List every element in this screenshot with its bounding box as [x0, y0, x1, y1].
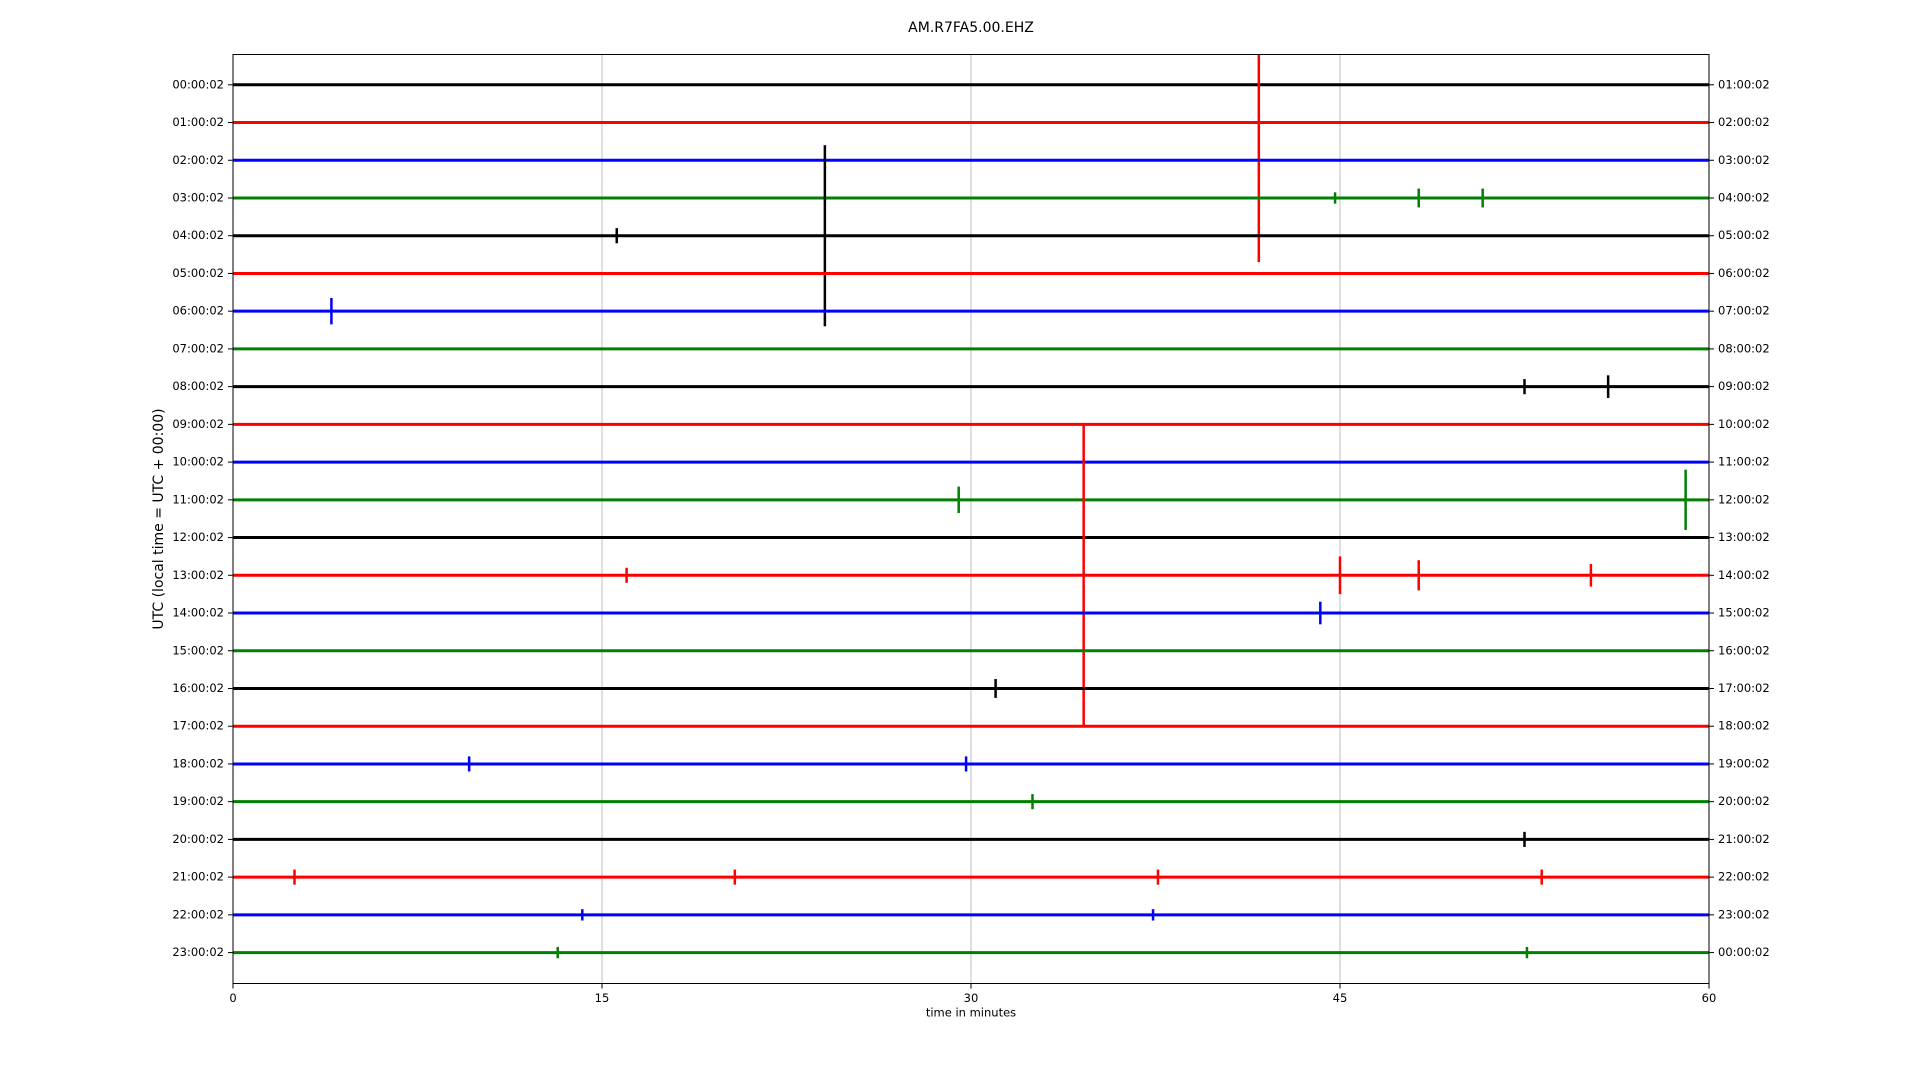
y-tick-label: 16:00:02	[172, 681, 224, 695]
x-tick-label: 60	[1702, 991, 1717, 1005]
y-tick-label: 04:00:02	[172, 228, 224, 242]
y-axis-label: UTC (local time = UTC + 00:00)	[151, 408, 167, 629]
y-tick-label: 21:00:02	[172, 870, 224, 884]
y-tick-label-right: 23:00:02	[1718, 907, 1770, 921]
y-tick-label-right: 10:00:02	[1718, 417, 1770, 431]
y-tick-label-right: 05:00:02	[1718, 228, 1770, 242]
y-tick-label: 00:00:02	[172, 77, 224, 91]
y-tick-label-right: 02:00:02	[1718, 115, 1770, 129]
chart-title: AM.R7FA5.00.EHZ	[908, 20, 1034, 36]
y-tick-label: 23:00:02	[172, 945, 224, 959]
y-tick-label-right: 13:00:02	[1718, 530, 1770, 544]
y-tick-label-right: 01:00:02	[1718, 77, 1770, 91]
y-tick-label: 07:00:02	[172, 341, 224, 355]
y-tick-label-right: 03:00:02	[1718, 153, 1770, 167]
y-tick-label-right: 07:00:02	[1718, 304, 1770, 318]
x-tick-label: 0	[229, 991, 236, 1005]
traces	[233, 54, 1709, 959]
y-tick-label-right: 12:00:02	[1718, 492, 1770, 506]
y-tick-label-right: 22:00:02	[1718, 870, 1770, 884]
x-axis-label: time in minutes	[926, 1006, 1016, 1020]
y-tick-label: 19:00:02	[172, 794, 224, 808]
grid	[601, 54, 1341, 984]
y-tick-label: 05:00:02	[172, 266, 224, 280]
y-tick-label: 01:00:02	[172, 115, 224, 129]
y-tick-label: 15:00:02	[172, 643, 224, 657]
y-tick-label: 12:00:02	[172, 530, 224, 544]
y-tick-label-right: 18:00:02	[1718, 719, 1770, 733]
y-tick-label: 02:00:02	[172, 153, 224, 167]
y-tick-label: 09:00:02	[172, 417, 224, 431]
y-tick-label-right: 15:00:02	[1718, 606, 1770, 620]
y-tick-label: 20:00:02	[172, 832, 224, 846]
y-tick-label: 22:00:02	[172, 907, 224, 921]
y-tick-label: 13:00:02	[172, 568, 224, 582]
y-tick-label: 03:00:02	[172, 190, 224, 204]
x-tick-label: 45	[1333, 991, 1348, 1005]
y-tick-label: 11:00:02	[172, 492, 224, 506]
y-tick-label-right: 08:00:02	[1718, 341, 1770, 355]
y-tick-label: 14:00:02	[172, 606, 224, 620]
y-tick-label-right: 16:00:02	[1718, 643, 1770, 657]
y-tick-label: 06:00:02	[172, 304, 224, 318]
y-tick-label-right: 21:00:02	[1718, 832, 1770, 846]
y-tick-label: 08:00:02	[172, 379, 224, 393]
y-tick-label-right: 06:00:02	[1718, 266, 1770, 280]
y-tick-label-right: 17:00:02	[1718, 681, 1770, 695]
y-tick-label-right: 00:00:02	[1718, 945, 1770, 959]
y-tick-label: 17:00:02	[172, 719, 224, 733]
y-tick-label-right: 19:00:02	[1718, 756, 1770, 770]
y-tick-label-right: 11:00:02	[1718, 455, 1770, 469]
labels: 0 15 30 45 60 00:00:02 01:00:02 01:00:02 02:00:0…	[172, 77, 1769, 1005]
x-tick-label: 15	[595, 991, 610, 1005]
y-tick-label: 18:00:02	[172, 756, 224, 770]
y-tick-label-right: 09:00:02	[1718, 379, 1770, 393]
y-tick-label-right: 20:00:02	[1718, 794, 1770, 808]
x-tick-label: 30	[964, 991, 979, 1005]
y-tick-label: 10:00:02	[172, 455, 224, 469]
y-tick-label-right: 04:00:02	[1718, 190, 1770, 204]
y-tick-label-right: 14:00:02	[1718, 568, 1770, 582]
